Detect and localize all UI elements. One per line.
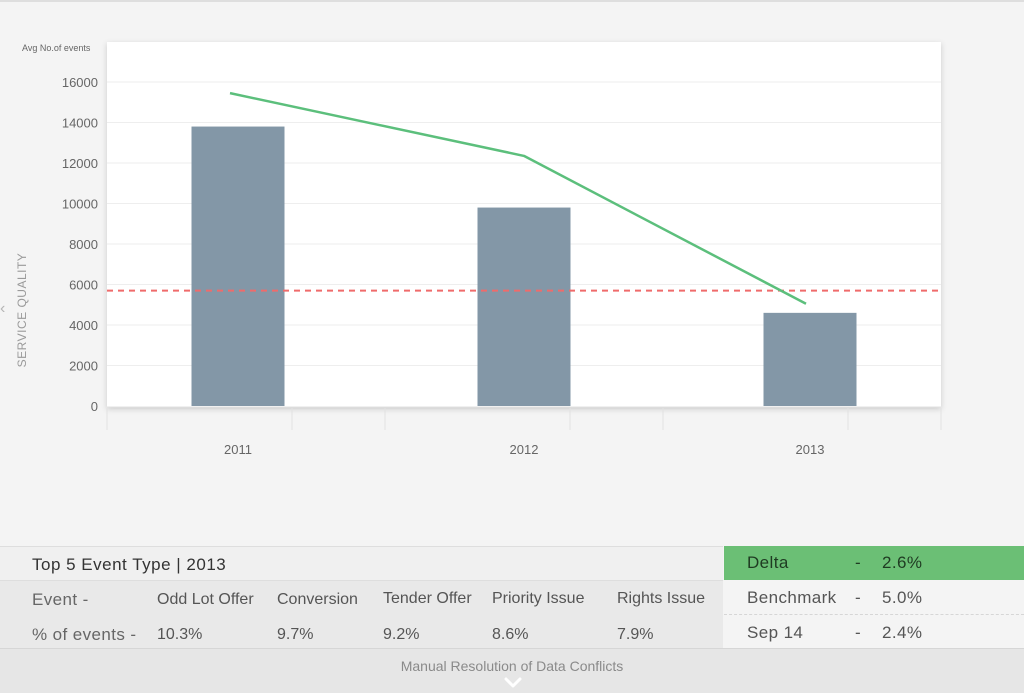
event-percent-cell: 9.7% [277, 626, 314, 643]
event-type-cell[interactable]: Rights Issue [617, 590, 706, 607]
y-tick-label: 6000 [69, 278, 98, 293]
event-percent-cell: 10.3% [157, 626, 203, 643]
percent-row-label: % of events - [32, 625, 137, 644]
event-percent-cell: 8.6% [492, 626, 529, 643]
x-tick-label: 2011 [224, 442, 252, 457]
x-tick-label: 2012 [510, 442, 539, 457]
bar [191, 126, 285, 407]
event-type-cell[interactable]: Tender Offer [383, 590, 472, 607]
summary-name: Sep 14 [747, 623, 804, 642]
summary-divider [724, 614, 1024, 615]
top-events-header: Top 5 Event Type | 2013 [0, 546, 723, 581]
summary-row-sep14[interactable]: Sep 14 - 2.4% [724, 616, 1024, 650]
footer-bar[interactable]: Manual Resolution of Data Conflicts [0, 648, 1024, 693]
y-axis-title: Avg No.of events [22, 43, 91, 53]
top-events-title: Top 5 Event Type | 2013 [32, 555, 227, 574]
event-percent-cell: 7.9% [617, 626, 654, 643]
event-percent-cell: 9.2% [383, 626, 420, 643]
top-divider [0, 0, 1024, 2]
footer-label[interactable]: Manual Resolution of Data Conflicts [400, 658, 624, 674]
y-tick-label: 16000 [62, 75, 98, 90]
x-tick-label: 2013 [796, 442, 825, 457]
y-tick-label: 8000 [69, 237, 98, 252]
y-tick-label: 0 [91, 399, 98, 414]
summary-panel: Delta - 2.6% Benchmark - 5.0% Sep 14 - 2… [724, 546, 1024, 648]
y-tick-label: 10000 [62, 197, 98, 212]
summary-dash: - [855, 588, 861, 607]
y-tick-label: 12000 [62, 156, 98, 171]
event-type-cell[interactable]: Priority Issue [492, 590, 585, 607]
summary-value: 2.4% [882, 623, 923, 642]
series-line [229, 91, 807, 305]
event-type-cell[interactable]: Conversion [277, 591, 358, 608]
summary-name: Benchmark [747, 588, 837, 607]
summary-row-benchmark[interactable]: Benchmark - 5.0% [724, 581, 1024, 615]
bar [763, 312, 857, 406]
y-tick-label: 2000 [69, 359, 98, 374]
top-events-panel: Top 5 Event Type | 2013 Event - % of eve… [0, 546, 723, 648]
summary-value: 5.0% [882, 588, 923, 607]
y-tick-label: 14000 [62, 116, 98, 131]
y-tick-label: 4000 [69, 318, 98, 333]
summary-row-delta[interactable]: Delta - 2.6% [724, 546, 1024, 580]
chevron-left-icon[interactable]: ‹ [0, 300, 6, 317]
summary-value: 2.6% [882, 553, 923, 572]
summary-dash: - [855, 553, 861, 572]
chevron-down-icon[interactable] [503, 677, 523, 689]
bar [477, 207, 571, 406]
summary-name: Delta [747, 553, 789, 572]
event-row-label: Event - [32, 590, 89, 609]
events-chart: 0 2000 4000 6000 8000 10000 12000 14000 16000 20… [22, 42, 942, 457]
event-type-cell[interactable]: Odd Lot Offer [157, 591, 254, 608]
summary-dash: - [855, 623, 861, 642]
